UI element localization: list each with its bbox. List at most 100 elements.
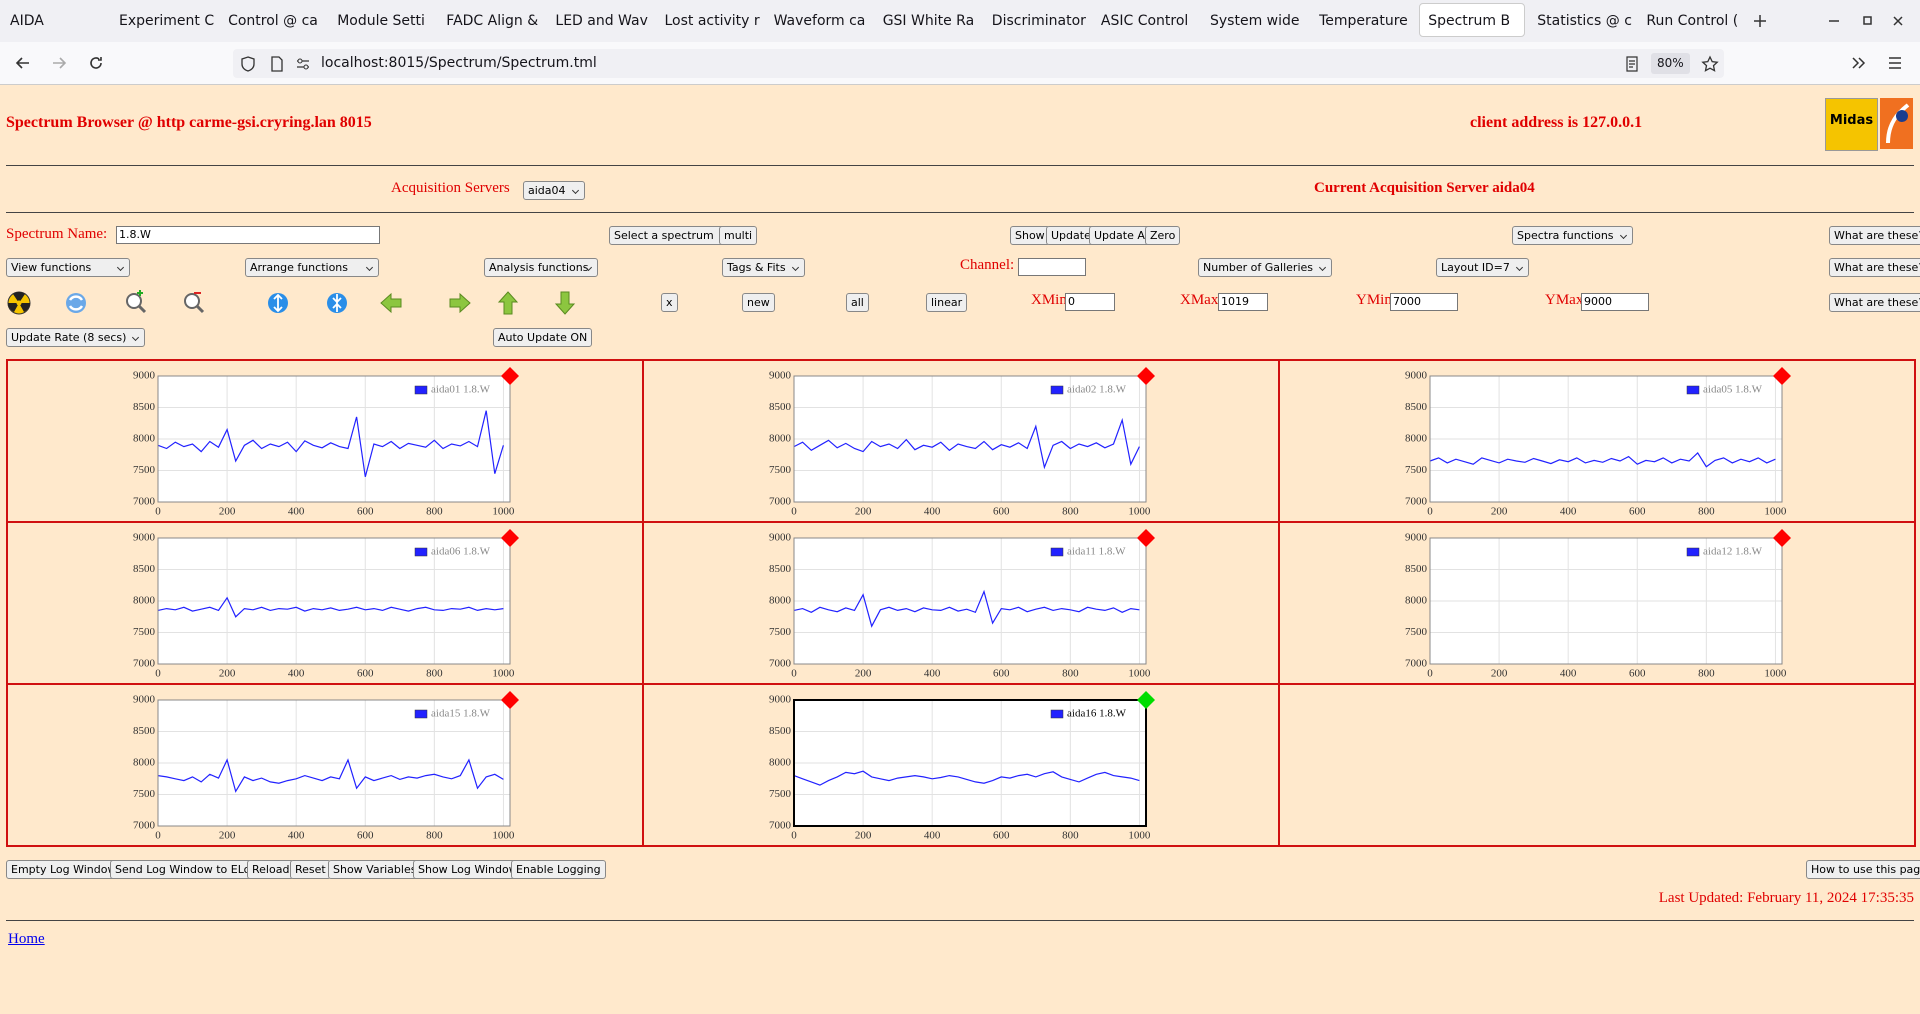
help-button[interactable]: What are these? bbox=[1829, 258, 1920, 277]
home-link[interactable]: Home bbox=[8, 931, 45, 947]
select-spectrum[interactable]: Select a spectrum bbox=[609, 226, 733, 245]
y-tick-label: 8500 bbox=[769, 401, 792, 413]
status-marker bbox=[501, 367, 519, 385]
x-tick-label: 800 bbox=[426, 830, 443, 842]
tab[interactable]: Discriminator bbox=[991, 13, 1086, 29]
tab[interactable]: AIDA bbox=[10, 13, 44, 29]
reload[interactable] bbox=[87, 54, 105, 72]
tab[interactable]: LED and Wav bbox=[555, 13, 648, 29]
x-tick-label: 1000 bbox=[1128, 830, 1151, 842]
multi-button[interactable]: multi bbox=[719, 226, 758, 245]
up-arrow-icon[interactable] bbox=[497, 291, 519, 315]
close[interactable] bbox=[1890, 13, 1906, 29]
ymin-input[interactable]: 7000 bbox=[1390, 293, 1458, 311]
spectrum-name-input[interactable]: 1.8.W bbox=[116, 226, 380, 244]
status-marker bbox=[1137, 691, 1155, 709]
log-button[interactable]: Enable Logging bbox=[511, 860, 606, 879]
reader-icon[interactable] bbox=[1625, 56, 1639, 72]
zero-button[interactable]: Zero bbox=[1145, 226, 1181, 245]
y-tick-label: 8500 bbox=[769, 563, 792, 575]
layout-select[interactable]: Layout ID=7 bbox=[1436, 258, 1529, 277]
legend-label: aida16 1.8.W bbox=[1067, 708, 1127, 720]
tab[interactable]: Experiment C bbox=[119, 13, 215, 29]
tab[interactable]: Waveform ca bbox=[773, 13, 866, 29]
x-tick-label: 800 bbox=[1698, 506, 1715, 518]
x-tick-label: 400 bbox=[1560, 668, 1577, 680]
y-tick-label: 7000 bbox=[133, 496, 156, 508]
tab[interactable]: GSI White Ra bbox=[882, 13, 975, 29]
x-tick-label: 400 bbox=[924, 506, 941, 518]
new-button[interactable]: new bbox=[742, 293, 775, 312]
url-text: localhost:8015/Spectrum/Spectrum.tml bbox=[321, 55, 597, 71]
linear-button[interactable]: linear bbox=[926, 293, 968, 312]
left-arrow-icon[interactable] bbox=[380, 292, 402, 314]
back[interactable] bbox=[14, 54, 32, 72]
tab[interactable]: Control @ ca bbox=[228, 13, 318, 29]
xmin-input[interactable]: 0 bbox=[1065, 293, 1115, 311]
minimize[interactable] bbox=[1826, 13, 1842, 29]
channel-input[interactable] bbox=[1018, 258, 1086, 276]
show-button[interactable]: Show bbox=[1010, 226, 1050, 245]
legend-swatch bbox=[1686, 385, 1700, 395]
x-tick-label: 0 bbox=[155, 668, 161, 680]
zoom-out-icon[interactable] bbox=[184, 292, 205, 314]
bookmark-star[interactable] bbox=[1701, 55, 1719, 73]
help-button[interactable]: What are these? bbox=[1829, 226, 1920, 245]
x-tick-label: 600 bbox=[993, 830, 1010, 842]
y-tick-label: 7000 bbox=[769, 496, 792, 508]
tab[interactable]: Module Setti bbox=[337, 13, 425, 29]
forward[interactable] bbox=[50, 54, 68, 72]
arrange-functions[interactable]: Arrange functions bbox=[245, 258, 379, 277]
view-functions[interactable]: View functions bbox=[6, 258, 130, 277]
x-button[interactable]: x bbox=[661, 293, 678, 312]
log-button[interactable]: Show Log Window bbox=[413, 860, 523, 879]
zoom-level[interactable]: 80% bbox=[1651, 53, 1690, 74]
y-tick-label: 7500 bbox=[1405, 464, 1428, 476]
overflow[interactable] bbox=[1850, 55, 1868, 71]
zoom-in-icon[interactable] bbox=[126, 290, 147, 314]
spectrum-line bbox=[1429, 451, 1776, 468]
log-button[interactable]: Empty Log Window bbox=[6, 860, 122, 879]
right-arrow-icon[interactable] bbox=[449, 292, 471, 314]
tags-fits[interactable]: Tags & Fits bbox=[722, 258, 805, 277]
new-tab[interactable] bbox=[1752, 13, 1768, 29]
tab[interactable]: Temperature bbox=[1319, 13, 1408, 29]
legend-label: aida01 1.8.W bbox=[431, 384, 491, 396]
down-arrow-icon[interactable] bbox=[554, 291, 576, 315]
tab[interactable]: Lost activity r bbox=[664, 13, 760, 29]
update-rate[interactable]: Update Rate (8 secs) bbox=[6, 328, 146, 347]
server-select[interactable]: aida04 bbox=[523, 181, 585, 200]
tab[interactable]: System wide bbox=[1210, 13, 1300, 29]
shrink-y-icon[interactable] bbox=[278, 293, 347, 313]
help-button[interactable]: What are these? bbox=[1829, 293, 1920, 312]
tab[interactable]: ASIC Control bbox=[1100, 13, 1189, 29]
menu[interactable] bbox=[1886, 55, 1904, 71]
refresh-icon[interactable] bbox=[66, 293, 86, 313]
y-tick-label: 9000 bbox=[133, 370, 156, 382]
auto-update-button[interactable]: Auto Update ON bbox=[493, 328, 593, 347]
tab[interactable]: Spectrum B bbox=[1419, 3, 1526, 37]
plot-frame bbox=[157, 375, 511, 503]
analysis-functions[interactable]: Analysis functions bbox=[484, 258, 598, 277]
legend-label: aida11 1.8.W bbox=[1067, 546, 1126, 558]
expand-y-icon[interactable] bbox=[268, 293, 288, 313]
galleries-select[interactable]: Number of Galleries bbox=[1198, 258, 1333, 277]
log-button[interactable]: Reload bbox=[247, 860, 295, 879]
tab[interactable]: Statistics @ c bbox=[1537, 13, 1632, 29]
log-button[interactable]: Show Variables bbox=[328, 860, 422, 879]
x-tick-label: 600 bbox=[1629, 506, 1646, 518]
all-button[interactable]: all bbox=[846, 293, 869, 312]
log-button[interactable]: Reset bbox=[290, 860, 331, 879]
ymax-input[interactable]: 9000 bbox=[1581, 293, 1649, 311]
shield-icon bbox=[241, 56, 255, 72]
xmax-input[interactable]: 1019 bbox=[1218, 293, 1268, 311]
maximize[interactable] bbox=[1860, 13, 1876, 29]
spectra-functions[interactable]: Spectra functions bbox=[1512, 226, 1633, 245]
how-to-button[interactable]: How to use this page bbox=[1806, 860, 1920, 879]
tab[interactable]: Run Control ( bbox=[1646, 13, 1739, 29]
log-button[interactable]: Send Log Window to ELog bbox=[110, 860, 263, 879]
update-button[interactable]: Update bbox=[1046, 226, 1096, 245]
radiation-icon[interactable] bbox=[7, 291, 31, 315]
url-bar[interactable]: localhost:8015/Spectrum/Spectrum.tml 80% bbox=[233, 49, 1724, 78]
tab[interactable]: FADC Align & bbox=[446, 13, 539, 29]
